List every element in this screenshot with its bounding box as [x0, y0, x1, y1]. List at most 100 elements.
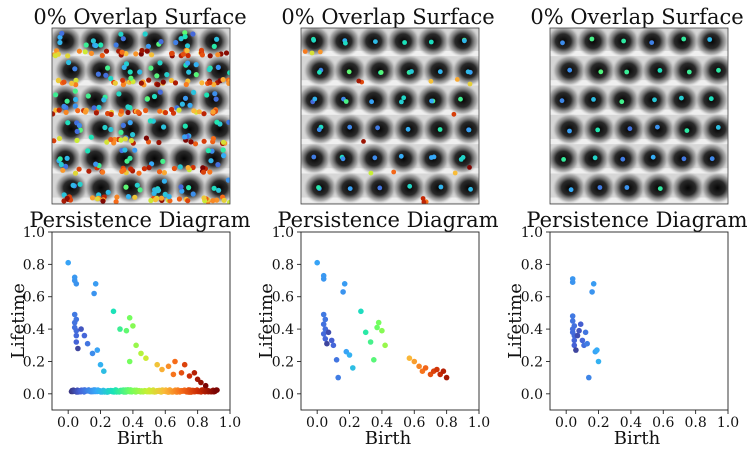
- critical-point-dot: [138, 80, 144, 86]
- data-point: [172, 358, 178, 365]
- critical-point-dot: [186, 185, 192, 191]
- surface-panel-3: 0% Overlap Surface: [530, 5, 744, 205]
- data-point: [325, 329, 332, 336]
- critical-point-dot: [207, 80, 213, 86]
- critical-point-dot: [595, 127, 601, 133]
- critical-point-dot: [85, 148, 91, 154]
- surface-pit: [451, 113, 479, 146]
- x-tick-label: 0.0: [57, 415, 79, 431]
- data-point: [571, 342, 578, 349]
- critical-point-dot: [597, 185, 603, 190]
- y-tick-label: 0.6: [23, 290, 45, 306]
- critical-point-dot: [372, 155, 378, 161]
- critical-point-dot: [108, 126, 114, 133]
- critical-point-dot: [152, 197, 158, 203]
- data-point: [320, 331, 327, 337]
- critical-point-dot: [621, 38, 626, 44]
- data-point: [71, 311, 78, 318]
- critical-point-dot: [347, 186, 353, 192]
- critical-point-dot: [208, 158, 214, 164]
- data-point: [340, 289, 346, 295]
- critical-point-dot: [220, 147, 226, 153]
- critical-point-dot: [57, 34, 63, 40]
- critical-point-dot: [708, 96, 714, 102]
- data-point: [594, 347, 600, 353]
- data-point: [440, 368, 447, 375]
- critical-point-dot: [598, 69, 604, 75]
- data-point: [569, 318, 576, 324]
- surface-pit: [54, 113, 89, 146]
- critical-point-dot: [467, 81, 473, 87]
- critical-point-dot: [64, 155, 70, 161]
- data-point: [214, 387, 220, 393]
- critical-point-dot: [214, 119, 220, 125]
- data-point: [101, 368, 107, 375]
- data-point: [335, 374, 342, 381]
- critical-point-dot: [221, 197, 227, 203]
- surface-pit: [700, 113, 728, 146]
- critical-point-dot: [402, 40, 407, 45]
- surface-frame: [300, 27, 480, 205]
- data-point: [416, 363, 422, 370]
- critical-point-dot: [620, 156, 626, 162]
- surface-frame: [549, 27, 729, 205]
- critical-point-dot: [95, 71, 101, 77]
- critical-point-dot: [184, 48, 190, 54]
- data-point: [333, 357, 340, 363]
- critical-point-dot: [96, 104, 102, 110]
- critical-point-dot: [215, 52, 221, 58]
- data-point: [165, 363, 172, 370]
- data-point: [589, 289, 595, 295]
- x-tick-label: 0.4: [371, 415, 393, 431]
- critical-point-dot: [378, 70, 384, 75]
- critical-point-dot: [137, 69, 143, 75]
- x-tick-label: 0.6: [154, 415, 176, 431]
- critical-point-dot: [127, 155, 133, 161]
- critical-point-dot: [108, 75, 114, 82]
- critical-point-dot: [160, 158, 166, 164]
- data-point: [569, 313, 576, 319]
- critical-point-dot: [93, 110, 99, 116]
- data-point: [322, 336, 329, 342]
- data-point: [443, 374, 450, 381]
- critical-point-dot: [343, 40, 348, 46]
- critical-point-dot: [182, 123, 188, 129]
- critical-point-dot: [161, 178, 167, 184]
- critical-point-dot: [186, 69, 192, 75]
- critical-point-dot: [465, 69, 471, 75]
- critical-point-dot: [227, 199, 230, 204]
- critical-point-dot: [185, 165, 191, 171]
- surface-pit: [664, 28, 700, 58]
- surface-ridge: [550, 50, 728, 57]
- critical-point-dot: [72, 88, 78, 94]
- data-point: [595, 358, 602, 365]
- data-point: [75, 345, 81, 352]
- y-tick-label: 1.0: [23, 225, 45, 241]
- data-point: [374, 324, 380, 331]
- critical-point-dot: [75, 108, 81, 114]
- critical-point-dot: [125, 104, 131, 110]
- data-point: [322, 316, 329, 323]
- critical-point-dot: [657, 68, 663, 73]
- critical-point-dot: [122, 147, 128, 153]
- surface-pit: [172, 113, 208, 146]
- critical-point-dot: [104, 139, 110, 145]
- critical-point-dot: [130, 132, 136, 138]
- critical-point-dot: [191, 89, 197, 95]
- critical-point-dot: [118, 129, 124, 135]
- critical-point-dot: [468, 186, 473, 192]
- y-tick-label: 0.0: [23, 387, 45, 403]
- chart-title: Persistence Diagram: [277, 208, 498, 232]
- critical-point-dot: [158, 195, 165, 201]
- surface-pit: [202, 113, 230, 146]
- surface-title: 0% Overlap Surface: [33, 5, 246, 29]
- critical-point-dot: [210, 109, 216, 115]
- critical-point-dot: [66, 59, 72, 66]
- critical-point-dot: [56, 107, 62, 113]
- data-point: [84, 340, 91, 347]
- critical-point-dot: [166, 194, 172, 200]
- x-tick-label: 1.0: [717, 415, 739, 431]
- critical-point-dot: [375, 125, 380, 131]
- data-point: [78, 326, 84, 332]
- critical-point-dot: [119, 168, 125, 174]
